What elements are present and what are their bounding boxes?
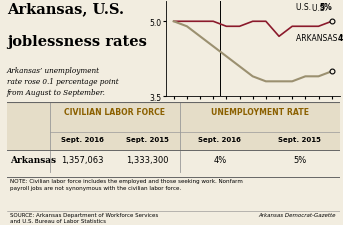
Text: CIVILIAN LABOR FORCE: CIVILIAN LABOR FORCE	[64, 107, 165, 116]
Text: 5%: 5%	[293, 155, 306, 164]
Text: ARKANSAS: ARKANSAS	[296, 34, 340, 43]
Text: 5%: 5%	[319, 3, 332, 12]
Text: U.S.: U.S.	[296, 3, 314, 12]
Text: Sept. 2016: Sept. 2016	[198, 136, 241, 142]
Text: NOTE: Civilian labor force includes the employed and those seeking work. Nonfarm: NOTE: Civilian labor force includes the …	[10, 178, 243, 190]
Text: U.S. 5%: U.S. 5%	[300, 4, 329, 13]
Text: Arkansas’ unemployment
rate rose 0.1 percentage point
from August to September.: Arkansas’ unemployment rate rose 0.1 per…	[7, 67, 118, 97]
Text: 1,357,063: 1,357,063	[61, 155, 104, 164]
Text: Sept. 2015: Sept. 2015	[126, 136, 169, 142]
Text: Sept. 2016: Sept. 2016	[61, 136, 104, 142]
Text: joblessness rates: joblessness rates	[7, 34, 147, 48]
Text: UNEMPLOYMENT RATE: UNEMPLOYMENT RATE	[211, 107, 309, 116]
FancyBboxPatch shape	[7, 102, 340, 151]
Text: 1,333,300: 1,333,300	[126, 155, 169, 164]
Text: Arkansas Democrat-Gazette: Arkansas Democrat-Gazette	[259, 212, 336, 217]
Text: 4%: 4%	[213, 155, 226, 164]
Text: SOURCE: Arkansas Department of Workforce Services
and U.S. Bureau of Labor Stati: SOURCE: Arkansas Department of Workforce…	[10, 212, 158, 223]
Text: U.S.: U.S.	[312, 4, 329, 13]
Text: Sept. 2015: Sept. 2015	[278, 136, 321, 142]
Text: 2015: 2015	[184, 103, 203, 109]
Text: Arkansas, U.S.: Arkansas, U.S.	[7, 2, 124, 16]
Text: Arkansas: Arkansas	[10, 155, 56, 164]
Text: 2016: 2016	[269, 103, 289, 109]
Text: 4%: 4%	[338, 34, 343, 43]
